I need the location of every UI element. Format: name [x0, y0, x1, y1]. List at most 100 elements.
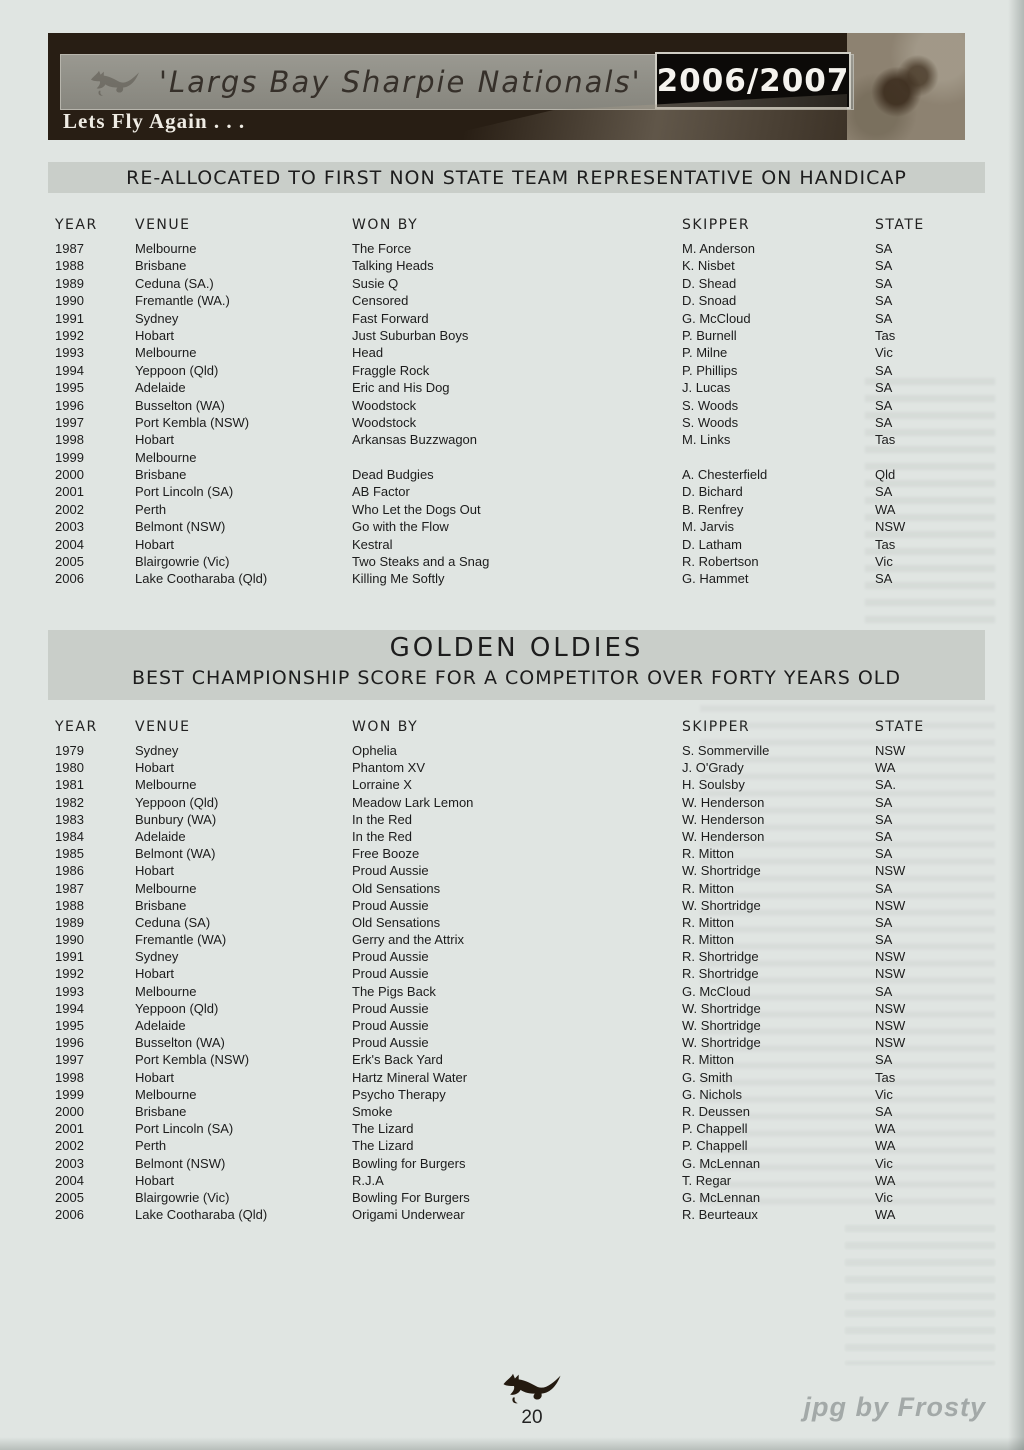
table-cell: SA. — [875, 777, 896, 793]
table-cell: Talking Heads — [352, 258, 434, 274]
table-cell: 1990 — [55, 293, 84, 309]
table-cell: G. McCloud — [682, 310, 751, 326]
table-cell: Sydney — [135, 310, 179, 326]
column-header: STATE — [875, 719, 925, 735]
column-header: SKIPPER — [682, 719, 751, 735]
table-cell: SA — [875, 846, 893, 862]
column-header: WON BY — [352, 719, 419, 735]
table-cell: K. Nisbet — [682, 258, 735, 274]
table-cell: Dead Budgies — [352, 467, 434, 483]
table-cell: NSW — [875, 897, 906, 913]
table-row: 1995 Adelaide Proud Aussie W. Shortridge NSW — [55, 1017, 935, 1034]
table-cell: SA — [875, 241, 893, 256]
table-cell: Who Let the Dogs Out — [352, 501, 481, 517]
table-cell: Proud Aussie — [352, 949, 429, 965]
table-cell: 1987 — [55, 241, 84, 256]
table-cell: Proud Aussie — [352, 1000, 429, 1016]
table-cell: The Pigs Back — [352, 983, 436, 999]
table-cell: W. Shortridge — [682, 897, 761, 913]
table-cell: 2001 — [55, 1121, 84, 1137]
table-cell: 1984 — [55, 828, 84, 844]
table-cell: R.J.A — [352, 1172, 384, 1188]
table-cell: 1989 — [55, 914, 84, 930]
table-cell: P. Phillips — [682, 362, 738, 378]
table-cell: Tas — [875, 327, 896, 343]
table-row: 2002 Perth The Lizard P. Chappell WA — [55, 1137, 935, 1154]
table-cell: 1996 — [55, 397, 84, 413]
table-row: 1990 Fremantle (WA.) Censored D. Snoad SA — [55, 292, 935, 309]
table-cell: The Lizard — [352, 1121, 414, 1137]
table-row: 1988 Brisbane Proud Aussie W. Shortridge NSW — [55, 897, 935, 914]
table-cell: T. Regar — [682, 1172, 732, 1188]
table-cell: Meadow Lark Lemon — [352, 794, 474, 810]
table-cell: SA — [875, 828, 893, 844]
table-cell: Melbourne — [135, 449, 197, 465]
table-cell: Fremantle (WA.) — [135, 293, 230, 309]
table-cell: G. Nichols — [682, 1086, 742, 1102]
table-cell: Woodstock — [352, 414, 417, 430]
table-cell: SA — [875, 258, 893, 274]
table-row: 1991 Sydney Fast Forward G. McCloud SA — [55, 310, 935, 327]
table-cell: 1988 — [55, 897, 84, 913]
page-number: 20 — [521, 1407, 543, 1428]
table-cell: Woodstock — [352, 397, 417, 413]
table-cell: Gerry and the Attrix — [352, 932, 464, 948]
table-row: 1981 Melbourne Lorraine X H. Soulsby SA. — [55, 776, 935, 793]
table-row: 2006 Lake Cootharaba (Qld) Origami Underwe… — [55, 1206, 935, 1223]
table-cell: Belmont (WA) — [135, 846, 216, 862]
table-cell: SA — [875, 794, 893, 810]
table-cell: Brisbane — [135, 258, 187, 274]
table-cell: 1986 — [55, 863, 84, 879]
table-cell: Censored — [352, 293, 409, 309]
table-cell: Psycho Therapy — [352, 1086, 446, 1102]
table-cell: Lorraine X — [352, 777, 412, 793]
table-cell: SA — [875, 380, 893, 396]
table-cell: W. Shortridge — [682, 1018, 761, 1033]
table-cell: NSW — [875, 743, 906, 758]
table-cell: In the Red — [352, 828, 412, 844]
table-row: 1992 Hobart Proud Aussie R. Shortridge NSW — [55, 965, 935, 982]
page-showthrough — [845, 1225, 995, 1365]
table-cell: P. Burnell — [682, 327, 737, 343]
table-cell: Proud Aussie — [352, 1035, 429, 1051]
table-cell: Kestral — [352, 536, 393, 552]
table-cell: 1997 — [55, 414, 84, 430]
table-cell: Brisbane — [135, 897, 187, 913]
column-header: SKIPPER — [682, 217, 751, 233]
table-cell: Yeppoon (Qld) — [135, 794, 219, 810]
table-row: 1991 Sydney Proud Aussie R. Shortridge NSW — [55, 948, 935, 965]
table-cell: Vic — [875, 1086, 893, 1102]
table-cell: P. Milne — [682, 345, 728, 361]
table-row: 1999 Melbourne — [55, 449, 935, 466]
table-cell: 2004 — [55, 1172, 84, 1188]
table-cell: W. Shortridge — [682, 863, 761, 879]
table-cell: 2006 — [55, 1207, 84, 1223]
table-row: 1984 Adelaide In the Red W. Henderson SA — [55, 828, 935, 845]
table-cell — [352, 449, 682, 466]
table-cell: 2000 — [55, 467, 84, 483]
table-cell: SA — [875, 811, 893, 827]
table-cell: WA — [875, 1207, 896, 1223]
table-cell: Just Suburban Boys — [352, 327, 469, 343]
table-cell: S. Sommerville — [682, 743, 770, 758]
table-row: 1980 Hobart Phantom XV J. O'Grady WA — [55, 759, 935, 776]
kangaroo-icon — [91, 70, 139, 96]
table-cell: Brisbane — [135, 1103, 187, 1119]
table-cell: SA — [875, 983, 893, 999]
table-cell: Bowling For Burgers — [352, 1189, 470, 1205]
table-cell: 1981 — [55, 777, 84, 793]
table-cell: Hobart — [135, 536, 175, 552]
scan-edge-shadow — [1008, 0, 1024, 1450]
table-cell: SA — [875, 397, 893, 413]
column-header: YEAR — [55, 719, 98, 735]
table-cell: Adelaide — [135, 828, 186, 844]
table-cell: 1989 — [55, 275, 84, 291]
table-row: 1986 Hobart Proud Aussie W. Shortridge NSW — [55, 862, 935, 879]
table-cell: Belmont (NSW) — [135, 519, 226, 535]
table-cell: 2006 — [55, 571, 84, 587]
table-cell: Lake Cootharaba (Qld) — [135, 571, 268, 587]
table-cell: 1982 — [55, 794, 84, 810]
table-cell: SA — [875, 414, 893, 430]
handicap-results-table: YEAR VENUE WON BY SKIPPER STATE 1987 Melbourne… — [55, 214, 935, 588]
table-cell: Ceduna (SA.) — [135, 275, 214, 291]
